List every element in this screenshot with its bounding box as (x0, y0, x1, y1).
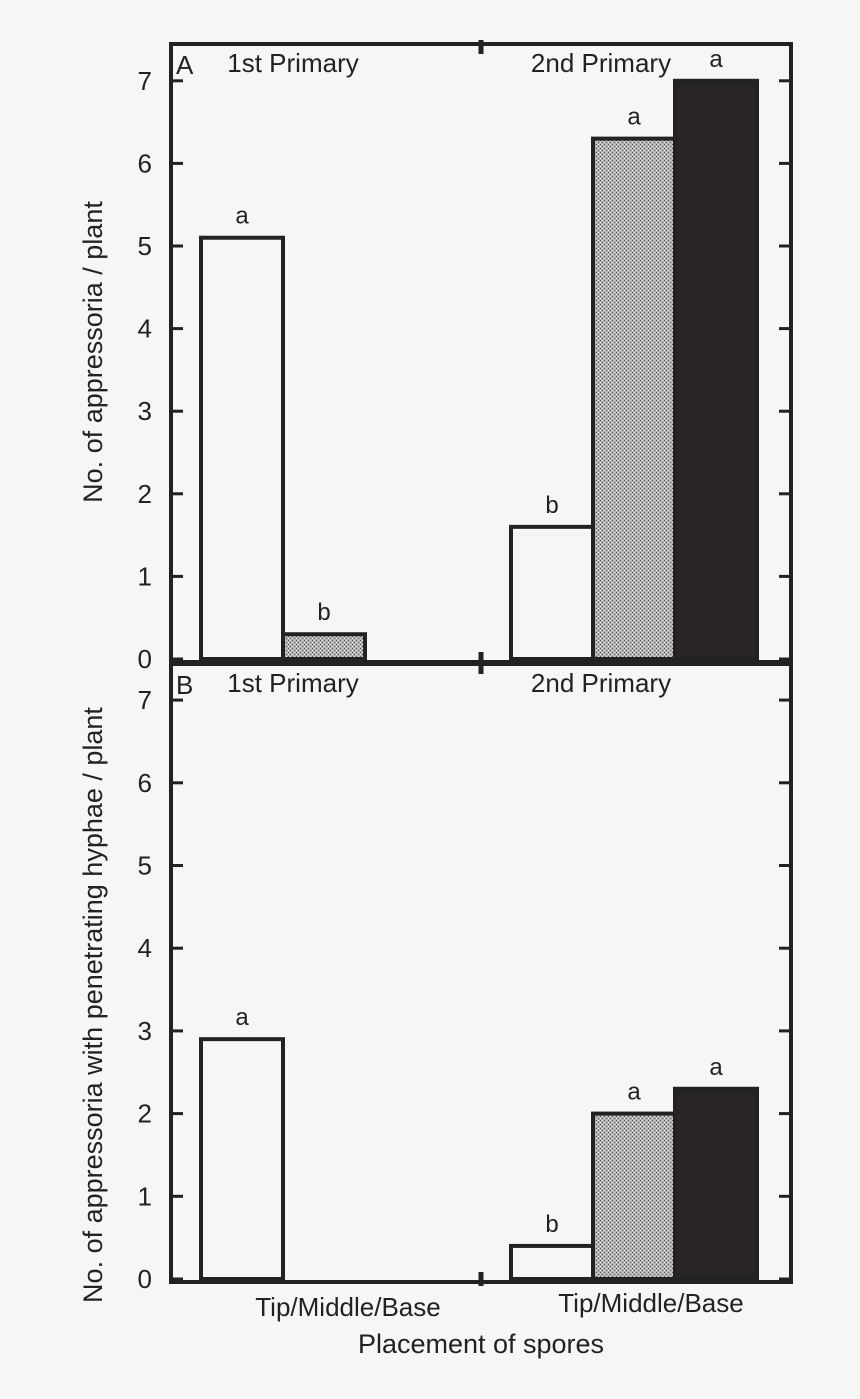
y-tick-label: 5 (138, 851, 152, 881)
y-tick-label: 7 (138, 66, 152, 96)
y-tick-label: 3 (138, 396, 152, 426)
significance-label: a (235, 203, 249, 230)
y-tick-label: 1 (138, 561, 152, 591)
y-tick-label: 3 (138, 1016, 152, 1046)
bar-2nd-primary-tip (509, 524, 595, 662)
group-label: 1st Primary (227, 668, 358, 698)
y-tick-label: 0 (138, 644, 152, 674)
plot-frame (169, 662, 793, 1284)
y-tick-label: 2 (138, 1099, 152, 1129)
significance-label: a (709, 46, 723, 73)
y-tick-label: 5 (138, 231, 152, 261)
bar-1st-primary-middle (281, 632, 367, 661)
category-label: Tip/Middle/Base (255, 1292, 440, 1322)
bar-2nd-primary-tip (509, 1243, 595, 1282)
panel-letter: A (176, 50, 194, 80)
significance-label: a (627, 104, 641, 131)
bar-2nd-primary-base (673, 1086, 759, 1282)
category-label: Tip/Middle/Base (558, 1288, 743, 1318)
bar-2nd-primary-middle (591, 1111, 677, 1281)
y-tick-label: 2 (138, 479, 152, 509)
x-axis-title: Placement of spores (358, 1329, 604, 1359)
panel-a: 0 1 2 3 4 5 6 7 a b 1st Primary b a a 2nd Primary A No. … (78, 40, 793, 674)
panel-b: 0 1 2 3 4 5 6 7 a 1st Primary Tip/Middle/Base b a a 2n… (78, 660, 793, 1322)
y-tick-label: 0 (138, 1264, 152, 1294)
chart-panels: 0 1 2 3 4 5 6 7 a b 1st Primary b a a 2nd Primary A No. … (78, 40, 793, 1322)
bar-2nd-primary-middle (591, 136, 677, 661)
group-label: 2nd Primary (531, 668, 671, 698)
y-tick-label: 1 (138, 1181, 152, 1211)
y-tick-label: 4 (138, 933, 152, 963)
y-tick-label: 4 (138, 314, 152, 344)
y-tick-label: 6 (138, 148, 152, 178)
y-axis-title: No. of appressoria / plant (78, 201, 108, 503)
bar-1st-primary-tip (199, 235, 285, 662)
y-axis-title: No. of appressoria with penetrating hyph… (78, 707, 108, 1303)
y-tick-label: 6 (138, 768, 152, 798)
group-label: 2nd Primary (531, 48, 671, 78)
bar-2nd-primary-base (673, 78, 759, 662)
y-tick-label: 7 (138, 685, 152, 715)
bar-1st-primary-tip (199, 1037, 285, 1282)
significance-label: a (627, 1079, 641, 1106)
significance-label: a (709, 1054, 723, 1081)
significance-label: a (235, 1004, 249, 1031)
significance-label: b (545, 1211, 558, 1238)
significance-label: b (545, 492, 558, 519)
panel-letter: B (176, 670, 193, 700)
significance-label: b (317, 599, 330, 626)
group-label: 1st Primary (227, 48, 358, 78)
